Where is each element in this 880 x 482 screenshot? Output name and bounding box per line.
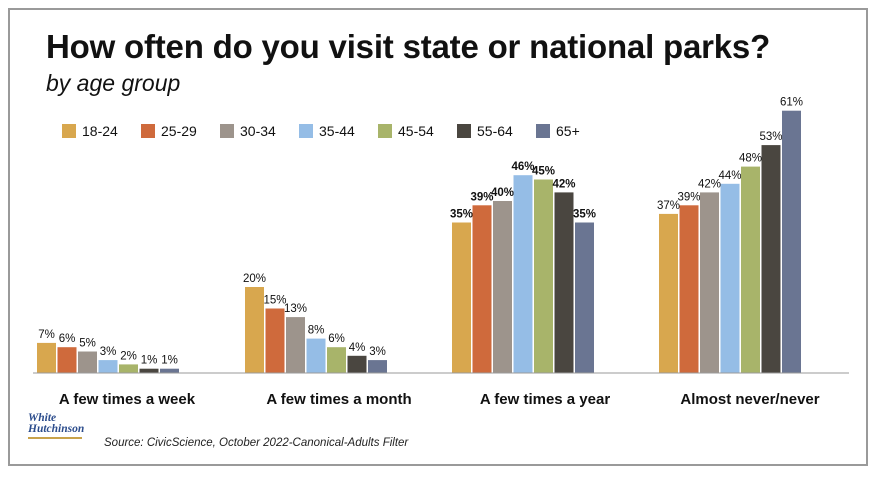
logo-underline [28, 437, 82, 439]
data-label: 61% [780, 97, 803, 109]
bar-30-34 [78, 351, 97, 373]
legend-swatch-30-34 [220, 124, 234, 138]
data-label: 39% [677, 191, 700, 203]
data-label: 53% [759, 131, 782, 143]
data-label: 6% [59, 333, 76, 345]
bar-18-24 [245, 287, 264, 373]
legend-swatch-45-54 [378, 124, 392, 138]
data-label: 8% [308, 325, 325, 337]
white-hutchinson-logo: White Hutchinson [28, 412, 92, 453]
bar-35-44 [98, 360, 118, 373]
bar-55-64 [761, 145, 781, 373]
bar-55-64 [139, 368, 159, 373]
source-note: Source: CivicScience, October 2022-Canon… [104, 437, 409, 449]
x-tick-label: A few times a month [266, 391, 411, 408]
legend-label-65+: 65+ [556, 123, 580, 139]
data-label: 13% [284, 303, 307, 315]
bar-35-44 [513, 175, 533, 373]
data-label: 48% [739, 153, 762, 165]
bar-30-34 [493, 201, 512, 373]
bar-25-29 [472, 205, 492, 373]
data-label: 2% [120, 350, 137, 362]
bar-25-29 [57, 347, 77, 373]
bar-55-64 [347, 355, 367, 373]
legend-swatch-65+ [536, 124, 550, 138]
x-tick-label: A few times a week [59, 391, 196, 408]
logo-word-hutchinson: Hutchinson [28, 423, 85, 435]
data-label: 7% [38, 329, 55, 341]
data-label: 44% [718, 170, 741, 182]
data-label: 3% [100, 346, 117, 358]
legend-swatch-55-64 [457, 124, 471, 138]
chart-title: How often do you visit state or national… [46, 28, 771, 65]
data-label: 3% [369, 346, 386, 358]
legend-swatch-35-44 [299, 124, 313, 138]
data-label: 37% [657, 200, 680, 212]
bar-35-44 [306, 338, 326, 373]
bar-30-34 [700, 192, 719, 373]
data-label: 15% [263, 295, 286, 307]
data-label: 1% [161, 355, 178, 367]
data-label: 5% [79, 338, 96, 350]
data-label: 6% [328, 333, 345, 345]
legend-swatch-18-24 [62, 124, 76, 138]
legend-label-25-29: 25-29 [161, 123, 197, 139]
data-label: 35% [450, 209, 473, 221]
legend-label-30-34: 30-34 [240, 123, 276, 139]
bar-25-29 [679, 205, 699, 373]
x-tick-label: Almost never/never [680, 391, 819, 408]
bar-18-24 [37, 342, 56, 373]
data-label: 35% [573, 209, 596, 221]
bar-45-54 [119, 364, 138, 373]
legend-label-35-44: 35-44 [319, 123, 355, 139]
bar-45-54 [741, 166, 760, 373]
data-label: 46% [511, 161, 534, 173]
bar-45-54 [534, 179, 553, 373]
bar-18-24 [659, 213, 678, 373]
bar-30-34 [286, 317, 305, 373]
data-label: 1% [141, 355, 158, 367]
legend-label-18-24: 18-24 [82, 123, 118, 139]
bar-65+ [575, 222, 594, 373]
data-label: 45% [532, 166, 555, 178]
bar-55-64 [554, 192, 574, 373]
legend-label-45-54: 45-54 [398, 123, 434, 139]
data-label: 42% [698, 178, 721, 190]
data-label: 40% [491, 187, 514, 199]
x-tick-label: A few times a year [480, 391, 611, 408]
chart-subtitle: by age group [46, 70, 181, 96]
bar-25-29 [265, 308, 285, 373]
bar-65+ [368, 360, 387, 373]
bar-65+ [160, 368, 179, 373]
legend-swatch-25-29 [141, 124, 155, 138]
data-label: 42% [552, 178, 575, 190]
legend-label-55-64: 55-64 [477, 123, 513, 139]
logo-word-white: White [28, 412, 57, 424]
bar-65+ [782, 110, 801, 373]
bar-35-44 [720, 183, 740, 373]
bar-45-54 [327, 347, 346, 373]
data-label: 20% [243, 273, 266, 285]
data-label: 4% [349, 342, 366, 354]
bar-18-24 [452, 222, 471, 373]
data-label: 39% [470, 191, 493, 203]
